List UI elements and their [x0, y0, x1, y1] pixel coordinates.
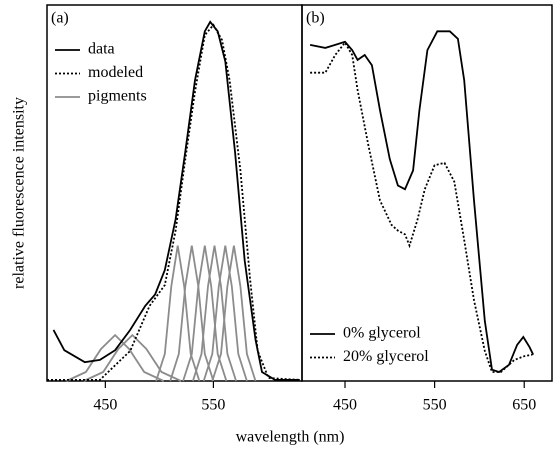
pigment-curve	[192, 245, 237, 382]
panel-label: (a)	[51, 10, 69, 27]
panel-frame	[46, 4, 303, 382]
pigment-curve	[182, 245, 228, 382]
legend-label: modeled	[88, 64, 143, 81]
legend-label: pigments	[88, 88, 147, 105]
pigment-curve	[66, 333, 165, 382]
pigment-curve	[202, 245, 248, 382]
pigment-curve	[155, 245, 201, 382]
x-tick-label: 450	[333, 397, 357, 414]
x-tick-label: 650	[512, 397, 536, 414]
x-tick-label: 550	[423, 397, 447, 414]
legend-label: 0% glycerol	[343, 325, 421, 342]
pigment-curve	[83, 333, 182, 382]
x-tick-label: 450	[93, 397, 117, 414]
x-axis-label: wavelength (nm)	[236, 429, 345, 446]
data-line	[47, 23, 300, 381]
legend-label: 20% glycerol	[343, 348, 429, 365]
pigment-curve	[169, 245, 215, 382]
data-line	[310, 41, 533, 373]
pigment-curve	[211, 245, 257, 382]
x-tick-label: 550	[201, 397, 225, 414]
panel-frame	[301, 4, 553, 382]
y-axis-label: relative fluorescence intensity	[11, 97, 28, 289]
panel-label: (b)	[306, 10, 325, 27]
data-line	[309, 30, 535, 373]
data-line	[52, 20, 300, 381]
legend-label: data	[88, 41, 115, 58]
